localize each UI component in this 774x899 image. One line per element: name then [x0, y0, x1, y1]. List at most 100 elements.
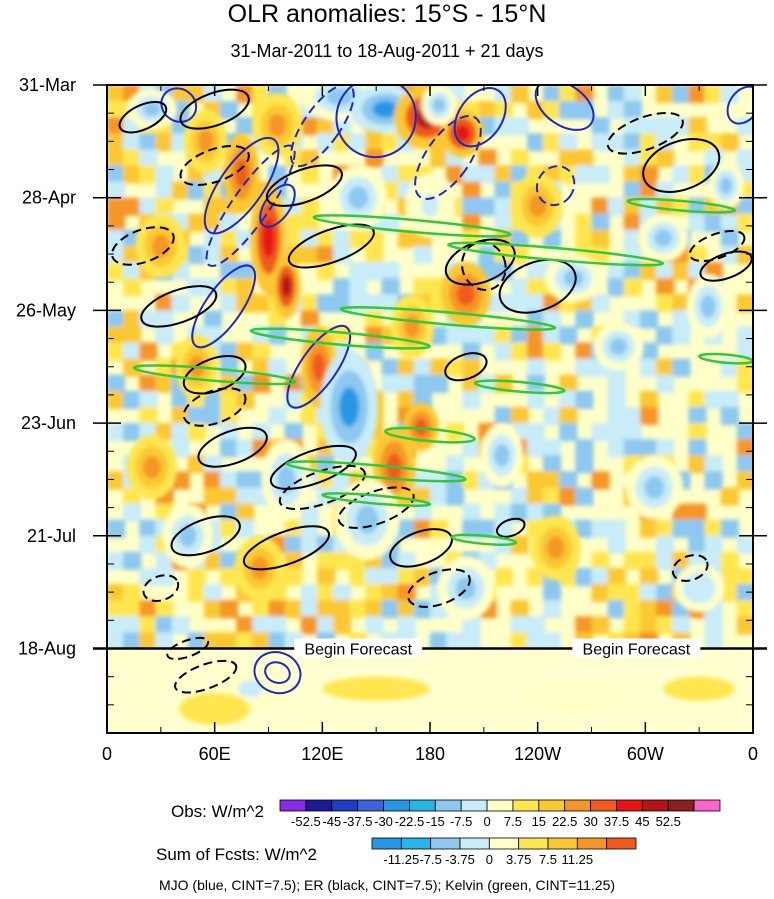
field-cell — [107, 632, 126, 651]
obs-colorbar-box — [486, 799, 514, 812]
field-cell — [672, 165, 691, 184]
field-cell — [333, 616, 352, 635]
field-cell — [123, 616, 142, 635]
field-cell — [510, 85, 529, 104]
er-contour — [111, 226, 175, 266]
field-cell — [607, 390, 626, 409]
field-cell — [187, 455, 206, 474]
field-cell — [559, 406, 578, 426]
anomaly-blob — [237, 680, 264, 698]
field-cell — [607, 85, 626, 104]
field-cell — [494, 213, 513, 232]
field-cell — [107, 85, 126, 104]
field-cell — [656, 358, 675, 377]
field-cell — [591, 165, 610, 184]
field-cell — [559, 85, 578, 104]
field-cell — [575, 616, 594, 635]
field-cell — [462, 503, 481, 522]
field-cell — [510, 632, 529, 651]
field-cell — [430, 358, 449, 377]
field-cell — [494, 85, 513, 104]
field-cell — [397, 616, 416, 635]
field-cell — [559, 487, 578, 506]
field-cell — [559, 374, 578, 393]
anomaly-blob — [494, 444, 510, 467]
er-contour — [118, 100, 168, 134]
field-cell — [462, 358, 481, 377]
field-cell — [656, 197, 675, 216]
field-cell — [494, 406, 513, 426]
field-cell — [381, 600, 400, 619]
field-cell — [333, 326, 352, 345]
fcst-colorbar-box — [576, 837, 608, 850]
er-contour — [688, 229, 746, 262]
field-cell — [316, 117, 336, 136]
fcst-colorbar: -11.25 -7.5 -3.75 0 3.75 7.5 11.25 — [371, 837, 637, 867]
field-cell — [187, 85, 206, 104]
field-cell — [107, 342, 126, 361]
field-cell — [704, 213, 723, 232]
field-cell — [623, 85, 642, 104]
field-cell — [478, 245, 497, 265]
field-cell — [623, 423, 642, 442]
field-cell — [300, 519, 319, 538]
field-cell — [591, 229, 610, 248]
obs-colorbar-tick: -15 — [426, 814, 445, 829]
field-cell — [704, 632, 723, 651]
field-cell — [203, 85, 223, 104]
field-cell — [333, 133, 352, 152]
anomaly-blob — [372, 100, 398, 118]
field-cell — [656, 326, 675, 345]
field-cell — [171, 423, 190, 442]
anomaly-blob — [250, 556, 269, 580]
field-cell — [139, 406, 158, 426]
anomaly-blob — [262, 218, 275, 258]
field-cell — [155, 165, 174, 184]
kelvin-contour — [312, 214, 512, 238]
field-cell — [688, 439, 707, 458]
field-cell — [381, 262, 400, 281]
field-cell — [333, 584, 352, 603]
field-cell — [688, 133, 707, 152]
anomaly-blob — [454, 124, 470, 142]
mjo-contour — [286, 324, 352, 409]
field-cell — [720, 519, 739, 538]
field-cell — [107, 471, 126, 490]
field-cell — [139, 519, 158, 538]
field-cell — [736, 471, 753, 490]
field-cell — [575, 165, 594, 184]
field-cell — [300, 149, 319, 168]
field-cell — [430, 487, 449, 506]
field-cell — [607, 519, 626, 538]
anomaly-blob — [326, 88, 355, 106]
field-cell — [575, 567, 594, 587]
field-cell — [268, 600, 287, 619]
field-cell — [736, 197, 753, 216]
field-cell — [736, 423, 753, 442]
field-cell — [381, 165, 400, 184]
field-cell — [494, 567, 513, 587]
field-cell — [300, 616, 319, 635]
field-cell — [623, 310, 642, 329]
field-cell — [736, 374, 753, 393]
field-cell — [639, 584, 659, 603]
field-cell — [494, 101, 513, 120]
field-cell — [203, 310, 223, 329]
field-cell — [656, 600, 675, 619]
anomaly-blob — [546, 536, 565, 560]
field-cell — [510, 487, 529, 506]
field-cell — [349, 294, 368, 313]
field-cell — [397, 519, 416, 538]
field-cell — [220, 487, 239, 506]
field-cell — [365, 133, 384, 152]
field-cell — [252, 294, 271, 313]
mjo-contour — [289, 85, 355, 168]
er-contour — [265, 164, 343, 207]
field-cell — [155, 616, 174, 635]
field-cell — [187, 406, 206, 426]
x-tick-label: 0 — [102, 744, 112, 764]
field-cell — [155, 374, 174, 393]
field-cell — [656, 374, 675, 393]
field-cell — [623, 245, 642, 265]
field-cell — [688, 406, 707, 426]
